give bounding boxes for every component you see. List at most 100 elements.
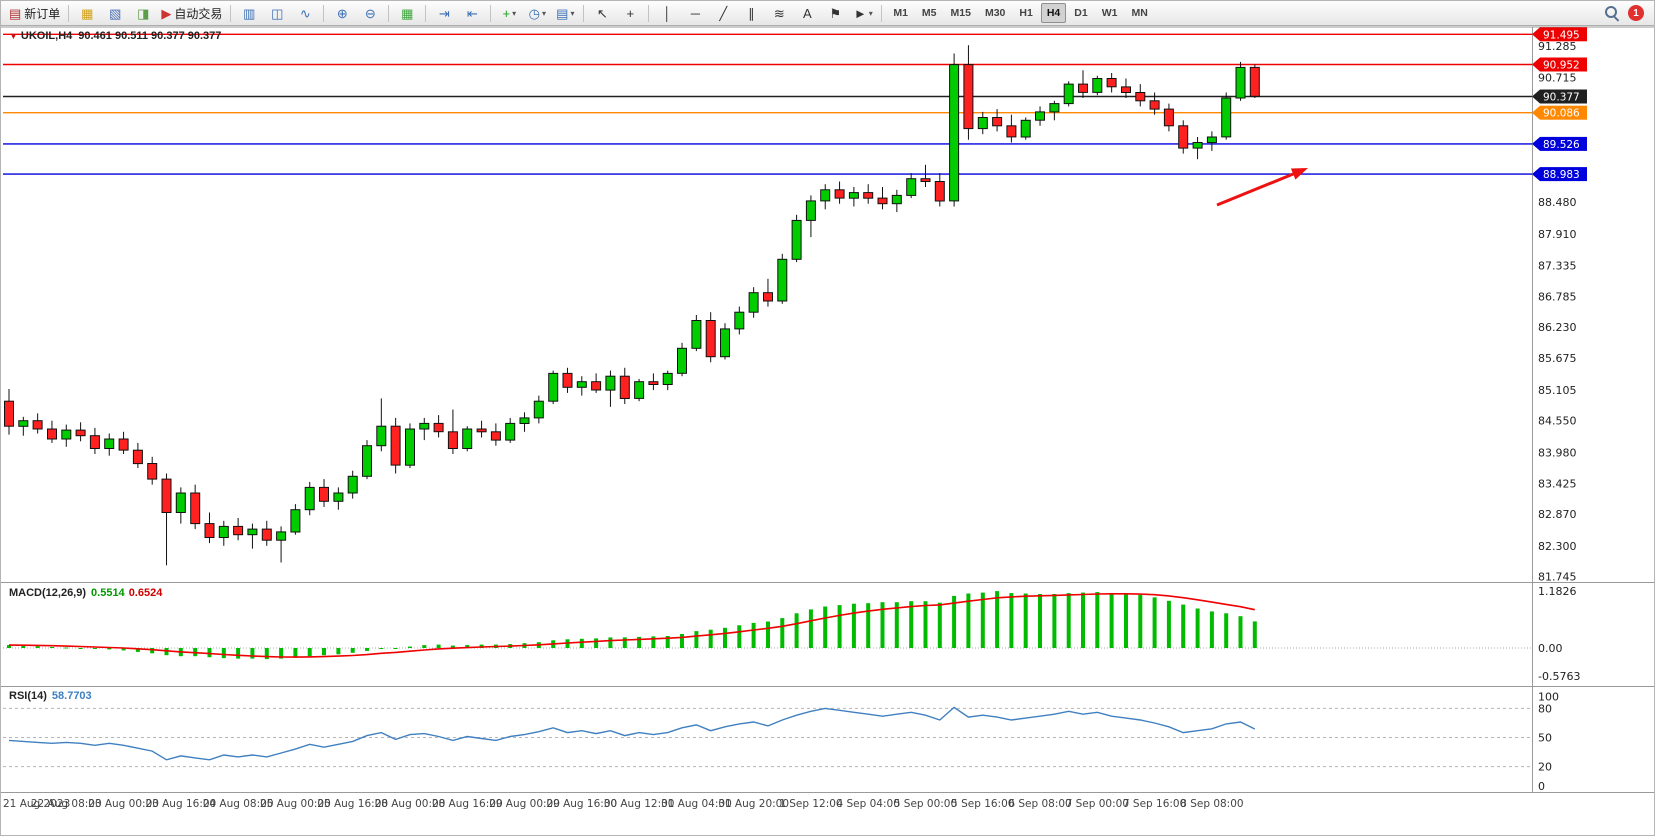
candle-body — [175, 492, 186, 513]
horizontal-line-button[interactable]: ─ — [682, 3, 708, 24]
macd-bar — [909, 601, 914, 648]
templates-button[interactable]: ▤ ▾ — [552, 3, 578, 24]
channel-button[interactable]: ∥ — [738, 3, 764, 24]
time-axis-label: 6 Sep 08:00 — [1008, 798, 1071, 810]
price-tick-label: 88.480 — [1538, 196, 1577, 209]
candle-body — [89, 435, 100, 450]
rsi-name: RSI(14) — [9, 690, 47, 702]
macd-bar — [651, 636, 656, 648]
price-tag-pointer[interactable] — [1532, 27, 1540, 42]
chart-shift-button[interactable]: ⇤ — [459, 3, 485, 24]
candle-body — [949, 64, 960, 202]
timeframe-w1-button[interactable]: W1 — [1101, 7, 1118, 19]
candle-body — [777, 258, 788, 302]
timeframe-m15-button[interactable]: M15 — [950, 7, 971, 19]
candle-body — [863, 192, 874, 199]
candle-body — [161, 478, 172, 514]
auto-scroll-button[interactable]: ⇥ — [431, 3, 457, 24]
macd-bar — [221, 648, 226, 659]
trendline-button[interactable]: ╱ — [710, 3, 736, 24]
search-icon[interactable] — [1604, 5, 1620, 21]
macd-bar — [851, 603, 856, 648]
periods-button[interactable]: ◷ ▾ — [524, 3, 550, 24]
time-axis-label: 4 Sep 04:00 — [836, 798, 899, 810]
cursor-button[interactable]: ↖ — [589, 3, 615, 24]
candle-body — [347, 475, 358, 494]
timeframe-h1-button[interactable]: H1 — [1019, 7, 1033, 19]
tile-windows-button[interactable]: ▦ — [394, 3, 420, 24]
price-tag-pointer[interactable] — [1532, 167, 1540, 182]
price-tag-pointer[interactable] — [1532, 89, 1540, 104]
arrow-annotation-line[interactable] — [1216, 172, 1294, 207]
navigator-button[interactable]: ▧ — [102, 3, 128, 24]
candle-body — [132, 449, 143, 465]
price-tag-label: 90.377 — [1543, 92, 1580, 104]
price-tag-90.086[interactable] — [1540, 105, 1587, 120]
macd-bar — [1238, 616, 1243, 648]
macd-bar — [50, 647, 54, 648]
candle-body — [32, 420, 43, 430]
price-tag-91.495[interactable] — [1540, 27, 1587, 42]
macd-bar — [637, 636, 642, 648]
market-watch-button[interactable]: ▦ — [74, 3, 100, 24]
price-tick-label: 82.870 — [1538, 508, 1577, 521]
time-axis-label: 1 Sep 12:00 — [779, 798, 842, 810]
candle-body — [662, 372, 673, 385]
price-tag-90.952[interactable] — [1540, 57, 1587, 72]
zoom-in-button[interactable]: ⊕ — [329, 3, 355, 24]
crosshair-button[interactable]: + — [617, 3, 643, 24]
line-chart-button[interactable]: ∿ — [292, 3, 318, 24]
fibonacci-button[interactable]: ≋ — [766, 3, 792, 24]
price-tag-pointer[interactable] — [1532, 105, 1540, 120]
price-tick-label: 83.425 — [1538, 477, 1577, 490]
autotrading-icon: ▶ — [161, 5, 172, 21]
timeframe-m5-button[interactable]: M5 — [921, 7, 937, 19]
new-order-button[interactable]: ▤ 新订单 — [6, 3, 63, 24]
candle-body — [1049, 103, 1060, 113]
chart-ohlc-values: 90.461 90.511 90.377 90.377 — [78, 30, 222, 42]
arrow-annotation-head[interactable] — [1290, 168, 1308, 180]
toolbar-separator — [323, 4, 325, 22]
terminal-button[interactable]: ◨ — [130, 3, 156, 24]
price-tag-pointer[interactable] — [1532, 57, 1540, 72]
price-tag-pointer[interactable] — [1532, 136, 1540, 151]
zoom-out-button[interactable]: ⊖ — [357, 3, 383, 24]
indicators-button[interactable]: + ▾ — [496, 3, 522, 24]
macd-bar — [436, 644, 441, 648]
cursor-icon: ↖ — [596, 5, 608, 21]
macd-bar — [207, 648, 212, 658]
bar-chart-button[interactable]: ▥ — [236, 3, 262, 24]
candlestick-chart-button[interactable]: ◫ — [264, 3, 290, 24]
price-tick-label: 87.335 — [1538, 260, 1577, 273]
vertical-line-button[interactable]: │ — [654, 3, 680, 24]
price-tag-89.526[interactable] — [1540, 136, 1587, 151]
toolbar-separator — [230, 4, 232, 22]
autotrading-button[interactable]: ▶ 自动交易 — [158, 3, 225, 24]
time-axis-label: 7 Sep 00:00 — [1066, 798, 1129, 810]
macd-bar — [622, 637, 627, 648]
macd-bar — [264, 648, 269, 660]
timeframe-d1-button[interactable]: D1 — [1074, 7, 1088, 19]
timeframe-m1-button[interactable]: M1 — [893, 7, 908, 19]
bar-chart-icon: ▥ — [243, 5, 256, 21]
text-button[interactable]: A — [794, 3, 820, 24]
candle-body — [362, 445, 372, 477]
label-button[interactable]: ⚑ — [822, 3, 848, 24]
timeframe-h4-button[interactable]: H4 — [1040, 3, 1067, 23]
candle-body — [47, 428, 57, 440]
candle-body — [304, 486, 315, 511]
notification-badge[interactable]: 1 — [1628, 5, 1644, 21]
timeframe-m30-button[interactable]: M30 — [984, 7, 1006, 19]
price-tag-88.983[interactable] — [1540, 167, 1587, 182]
macd-bar — [465, 645, 470, 648]
price-tag-90.377[interactable] — [1540, 89, 1587, 104]
candle-body — [519, 417, 530, 424]
macd-bar — [121, 648, 126, 651]
candle-body — [104, 438, 115, 449]
macd-bar — [680, 634, 684, 648]
timeframe-mn-button[interactable]: MN — [1131, 7, 1148, 19]
arrows-button[interactable]: ► ▾ — [850, 3, 876, 24]
macd-bar — [336, 648, 341, 655]
macd-bar — [7, 645, 11, 648]
